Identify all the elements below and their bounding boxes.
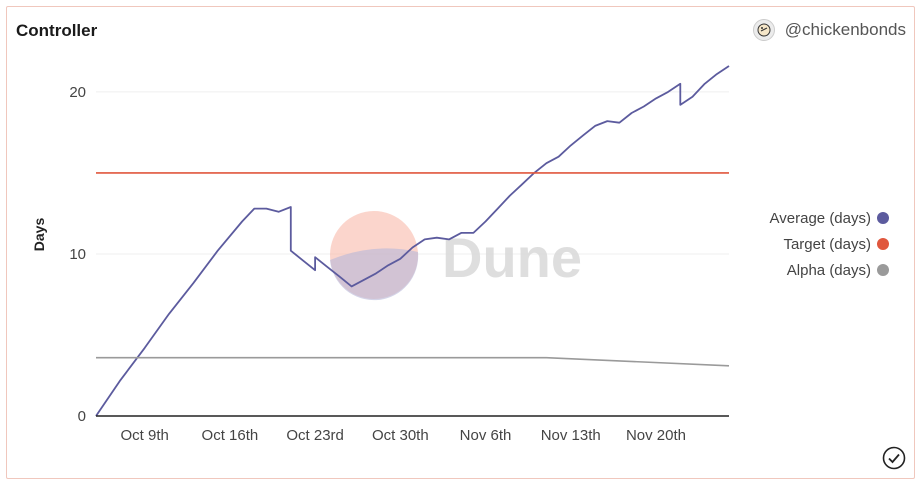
x-tick-label: Oct 23rd <box>286 427 344 444</box>
y-axis-label: Days <box>31 218 47 252</box>
x-tick-label: Oct 16th <box>202 427 259 444</box>
legend: Average (days) Target (days) Alpha (days) <box>770 210 889 279</box>
x-tick-label: Oct 9th <box>121 427 169 444</box>
legend-label: Target (days) <box>783 236 871 253</box>
series-line-0 <box>95 65 730 417</box>
chart-title: Controller <box>16 21 98 40</box>
author-link[interactable]: @chickenbonds <box>752 19 906 41</box>
avatar <box>752 19 775 41</box>
x-tick-label: Nov 20th <box>626 427 686 444</box>
legend-swatch <box>877 264 889 276</box>
line-chart: Dune 0 10 20 Oct 9th Oct 16th Oct 23rd Oct 30… <box>31 65 889 444</box>
legend-swatch <box>877 238 889 250</box>
chart-card: Controller @chickenbonds Dune 0 10 20 Oct … <box>6 6 915 479</box>
check-circle-icon[interactable] <box>882 446 906 470</box>
x-tick-label: Nov 13th <box>541 427 601 444</box>
author-name: @chickenbonds <box>784 20 906 39</box>
legend-label: Alpha (days) <box>787 262 871 279</box>
y-tick-label: 10 <box>69 246 86 263</box>
y-tick-label: 20 <box>69 84 86 101</box>
y-tick-label: 0 <box>78 408 86 425</box>
legend-label: Average (days) <box>770 210 871 227</box>
legend-swatch <box>877 212 889 224</box>
series-line-2 <box>96 356 730 367</box>
watermark-text: Dune <box>442 226 582 289</box>
dune-watermark: Dune <box>330 211 582 301</box>
chicken-icon <box>757 23 771 37</box>
x-tick-label: Nov 6th <box>460 427 512 444</box>
x-tick-label: Oct 30th <box>372 427 429 444</box>
